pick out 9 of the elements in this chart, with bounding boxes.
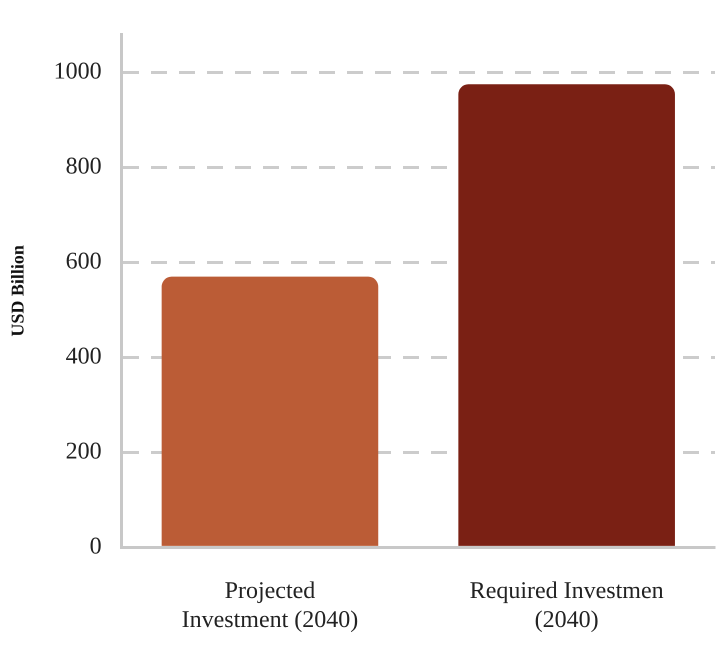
y-tick-label: 200	[66, 438, 102, 465]
y-axis-title: USD Billion	[7, 245, 28, 337]
x-tick-label: Required Investmen (2040)	[470, 578, 664, 633]
y-tick-label: 1000	[54, 58, 102, 85]
y-tick-label: 0	[90, 534, 102, 560]
x-tick-label: Projected Investment (2040)	[182, 578, 358, 633]
y-tick-label: 800	[66, 154, 102, 180]
y-tick-label: 600	[66, 248, 102, 275]
y-tick-label: 400	[66, 344, 102, 370]
